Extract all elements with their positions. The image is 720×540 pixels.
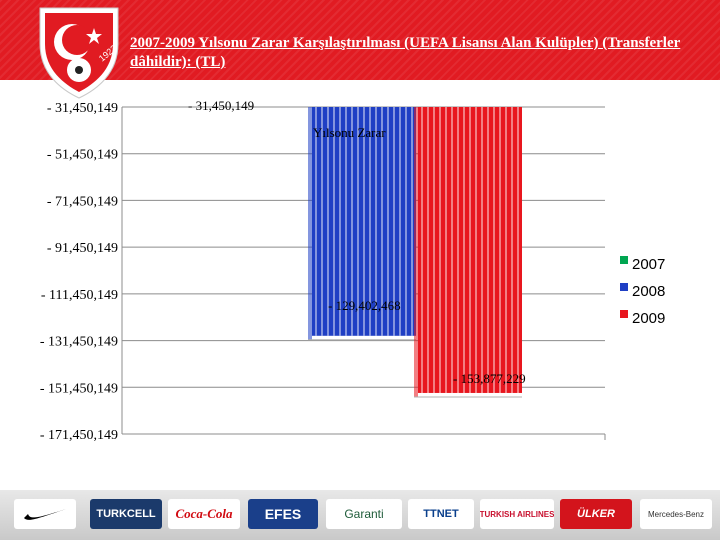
page-title: 2007-2009 Yılsonu Zarar Karşılaştırılmas… (130, 35, 681, 70)
y-tick-label: - 51,450,149 (47, 148, 118, 163)
sponsor-turkcell: TURKCELL (90, 499, 162, 529)
data-label-2007: - 31,450,149 (188, 98, 254, 113)
legend-label-2007: 2007 (632, 256, 665, 273)
header-banner (0, 0, 720, 80)
y-tick-label: - 111,450,149 (41, 288, 118, 303)
sponsor-coca-cola: Coca-Cola (168, 499, 240, 529)
sponsor-garanti: Garanti (326, 499, 402, 529)
sponsor-turkish-airlines: TURKISH AIRLINES (480, 499, 554, 529)
y-tick-label: - 171,450,149 (40, 428, 118, 443)
swoosh-icon (24, 509, 66, 520)
legend-swatch-2009 (620, 310, 628, 318)
legend-swatch-2008 (620, 283, 628, 291)
data-label-2008: - 129,402,468 (328, 298, 401, 313)
bar-2008 (308, 107, 416, 341)
legend-label-2009: 2009 (632, 310, 665, 327)
y-tick-label: - 131,450,149 (40, 335, 118, 350)
legend-swatch-2007 (620, 256, 628, 264)
sponsor-efes: EFES (248, 499, 318, 529)
bar-side (414, 107, 418, 397)
legend-label-2008: 2008 (632, 283, 665, 300)
data-label-2009: - 153,877,229 (453, 371, 526, 386)
sponsor-mercedes: Mercedes-Benz (640, 499, 712, 529)
category-label: Yılsonu Zarar (313, 125, 386, 140)
tff-logo-icon: 1923 (39, 7, 119, 99)
chart: - 31,450,149 - 51,450,149 - 71,450,149 - 91… (40, 98, 666, 443)
sponsor-ulker: ÜLKER (560, 499, 632, 529)
sponsor-ttnet: TTNET (408, 499, 474, 529)
sponsor-bar: TURKCELL Coca-Cola EFES Garanti TTNET TU… (0, 490, 720, 540)
y-tick-label: - 151,450,149 (40, 381, 118, 396)
bar-side (308, 107, 312, 340)
y-tick-label: - 31,450,149 (47, 101, 118, 116)
y-tick-label: - 71,450,149 (47, 194, 118, 209)
y-tick-label: - 91,450,149 (47, 241, 118, 256)
bar-2009 (414, 107, 522, 398)
sponsor-nike (14, 499, 76, 529)
